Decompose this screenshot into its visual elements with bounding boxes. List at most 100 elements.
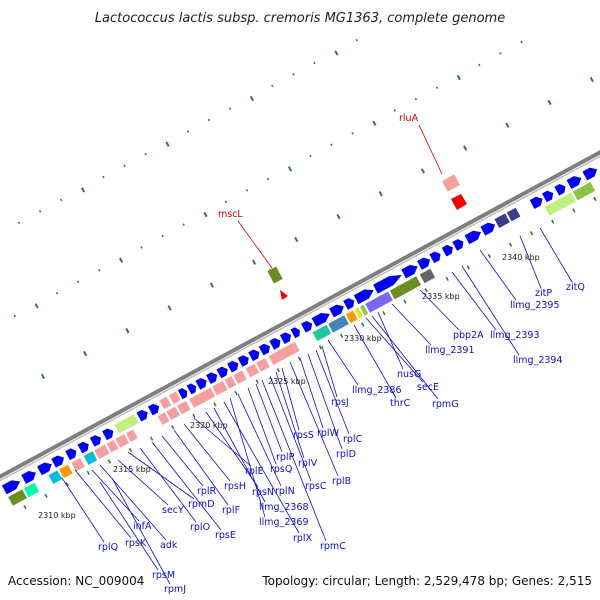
tick-dash — [547, 99, 552, 106]
gene-feature — [279, 332, 292, 345]
rluA-arrow — [451, 194, 467, 210]
inner-tick — [361, 322, 365, 327]
gene-feature — [258, 343, 270, 356]
gene-label: rplF — [222, 505, 240, 516]
accession-text: Accession: NC_009004 — [8, 574, 144, 588]
tick-dot — [207, 118, 211, 122]
inner-tick — [339, 333, 344, 339]
tick-dot — [435, 86, 439, 89]
kbp-tick-label: 2315 kbp — [113, 465, 151, 474]
gene-feature — [494, 213, 510, 228]
leader-line — [419, 289, 460, 331]
mscL-arrow — [280, 290, 288, 300]
gene-feature — [245, 363, 260, 378]
leader-line — [173, 429, 229, 506]
inner-tick — [107, 459, 112, 464]
leader-line — [479, 249, 517, 301]
tick-dot — [355, 38, 358, 42]
kbp-tick-label: 2330 kbp — [344, 334, 382, 343]
gene-feature — [212, 380, 228, 396]
gene-feature — [195, 378, 207, 390]
kbp-tick-label: 2310 kbp — [38, 511, 76, 520]
gene-feature — [8, 489, 27, 506]
inner-tick — [297, 356, 302, 361]
leader-line — [111, 477, 171, 585]
leader-line — [247, 387, 277, 465]
kbp-tick-label: 2325 kbp — [268, 377, 306, 386]
inner-tick — [213, 402, 217, 407]
tick-dot — [351, 132, 354, 135]
leader-line — [539, 227, 573, 283]
gene-feature — [544, 192, 576, 216]
gene-label: secE — [417, 382, 439, 393]
tick-dot — [249, 95, 254, 102]
gene-label: rplN — [275, 486, 295, 497]
gene-feature — [71, 457, 85, 472]
leader-line — [237, 393, 282, 487]
gene-feature — [290, 327, 300, 339]
gene-label: infA — [133, 521, 152, 532]
gene-feature — [529, 196, 543, 209]
gene-label: rpsN — [252, 487, 274, 498]
tick-dot — [182, 223, 185, 226]
gene-label: llmg_2393 — [490, 330, 540, 341]
gene-label: pbp2A — [453, 330, 484, 341]
gene-feature — [227, 360, 239, 373]
leader-line — [461, 265, 520, 356]
gene-label: rplC — [343, 434, 363, 445]
leader-line — [255, 383, 283, 453]
tick-dash — [125, 328, 130, 334]
tick-dot — [414, 97, 418, 101]
inner-tick — [487, 253, 492, 259]
tick-dot — [161, 234, 164, 238]
gene-feature — [48, 470, 63, 484]
leader-line — [261, 379, 327, 542]
inner-tick-marks — [23, 196, 597, 510]
leader-line-red — [418, 124, 443, 175]
gene-feature — [205, 372, 218, 384]
inner-tick — [128, 447, 133, 453]
gene-feature — [106, 439, 119, 453]
gene-feature — [268, 341, 300, 365]
map-title: Lactococcus lactis subsp. cremoris MG136… — [95, 11, 505, 26]
gene-label: rpsC — [305, 481, 327, 492]
gene-feature — [233, 370, 247, 384]
inner-tick — [318, 345, 323, 350]
leader-line — [289, 361, 339, 477]
inner-tick — [255, 379, 259, 384]
gene-feature — [566, 176, 582, 189]
gene-feature — [365, 291, 393, 313]
gene-label: rpsH — [224, 481, 246, 492]
gene-feature — [506, 207, 521, 222]
leader-line — [213, 407, 266, 503]
leader-line — [99, 464, 167, 541]
gene-feature — [94, 444, 110, 460]
gene-label: rpsK — [125, 538, 147, 549]
gene-feature — [237, 355, 249, 367]
gene-feature — [256, 358, 270, 372]
inner-tick — [382, 310, 386, 316]
tick-dot — [292, 73, 295, 76]
tick-dash — [463, 145, 468, 151]
tick-dash — [40, 373, 45, 380]
tick-dot — [313, 61, 316, 65]
tick-dot — [334, 50, 339, 56]
gene-label: llmg_2368 — [259, 502, 309, 513]
gene-label: rplW — [317, 428, 340, 439]
tick-dot — [98, 269, 101, 272]
tick-dash — [83, 350, 88, 357]
gene-feature — [401, 265, 418, 279]
gene-label: adk — [160, 540, 178, 551]
tick-dot — [456, 74, 461, 81]
gene-label: rplV — [298, 458, 318, 469]
tick-dot — [393, 109, 397, 112]
tick-dash — [336, 213, 341, 220]
gene-feature — [248, 349, 260, 362]
gene-label: rplE — [245, 466, 264, 477]
gene-feature — [65, 448, 77, 461]
leader-line — [519, 235, 542, 289]
gene-feature — [169, 391, 181, 404]
gene-feature — [464, 230, 482, 245]
gene-feature — [417, 257, 431, 270]
gene-feature — [77, 441, 89, 454]
